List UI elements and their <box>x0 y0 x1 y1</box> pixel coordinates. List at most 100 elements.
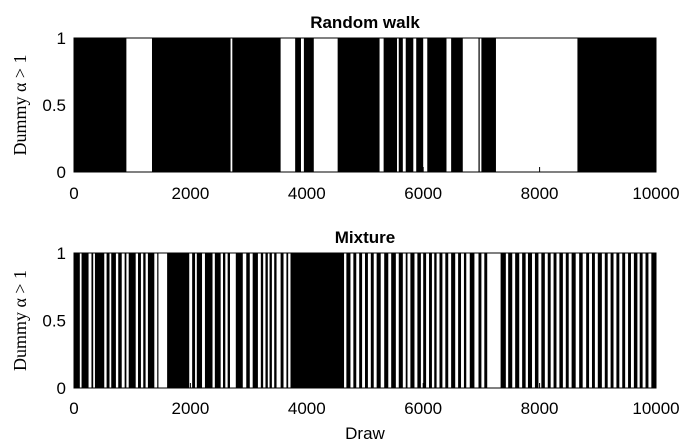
bar <box>222 253 226 388</box>
bar <box>124 253 127 388</box>
bar <box>508 253 513 388</box>
bar <box>439 253 443 388</box>
bar <box>260 253 264 388</box>
bar <box>196 253 203 388</box>
bar <box>376 253 381 388</box>
bar-series <box>74 253 656 388</box>
bar <box>265 253 268 388</box>
bar <box>481 38 496 172</box>
bar <box>269 253 272 388</box>
bar <box>235 253 243 388</box>
bar <box>151 38 231 172</box>
bar <box>337 38 380 172</box>
bar <box>500 253 506 388</box>
bar <box>227 253 230 388</box>
bar <box>286 253 289 388</box>
bar <box>463 253 467 388</box>
bar <box>147 253 155 388</box>
bar <box>622 253 626 388</box>
x-tick-label: 0 <box>69 184 78 203</box>
bar <box>579 253 583 388</box>
x-tick-label: 10000 <box>632 399 679 418</box>
y-tick-label: 0.5 <box>42 312 66 331</box>
bar <box>416 38 424 172</box>
bar <box>91 253 94 388</box>
bar <box>451 253 456 388</box>
x-tick-label: 2000 <box>171 399 209 418</box>
bar <box>214 253 221 388</box>
bar <box>118 253 122 388</box>
bar <box>410 253 415 388</box>
x-tick-label: 10000 <box>632 184 679 203</box>
y-tick-label: 0 <box>57 163 66 182</box>
bar <box>423 253 427 388</box>
bar <box>359 253 363 388</box>
bar <box>346 253 351 388</box>
bar <box>232 38 281 172</box>
bar <box>591 253 595 388</box>
bar <box>303 38 314 172</box>
y-tick-label: 0 <box>57 379 66 398</box>
bar <box>111 253 116 388</box>
bar <box>534 253 539 388</box>
bar <box>571 253 576 388</box>
bar <box>106 253 110 388</box>
bar <box>469 253 475 388</box>
bar <box>94 253 105 388</box>
bar <box>204 253 213 388</box>
x-tick-label: 4000 <box>288 184 326 203</box>
bar <box>398 253 403 388</box>
bar <box>628 253 631 388</box>
bar <box>246 253 250 388</box>
y-axis-label: Dummy α > 1 <box>10 270 30 371</box>
x-axis-label: Draw <box>345 424 385 442</box>
bar <box>138 253 141 388</box>
x-tick-label: 6000 <box>404 399 442 418</box>
x-tick-label: 8000 <box>521 399 559 418</box>
bar <box>405 253 408 388</box>
bar <box>451 38 463 172</box>
bar <box>541 253 545 388</box>
chart-title: Mixture <box>335 228 395 247</box>
x-tick-label: 0 <box>69 399 78 418</box>
bar <box>610 253 614 388</box>
bar <box>167 253 190 388</box>
bar <box>586 253 590 388</box>
bar <box>157 253 159 388</box>
y-tick-label: 0.5 <box>42 96 66 115</box>
bar <box>353 253 357 388</box>
bar <box>391 253 396 388</box>
bar <box>478 253 482 388</box>
bar <box>633 253 638 388</box>
bar <box>405 38 414 172</box>
bar <box>639 253 643 388</box>
bar <box>597 253 602 388</box>
bar <box>547 253 551 388</box>
bar <box>429 253 432 388</box>
bar <box>128 253 136 388</box>
bar <box>434 253 437 388</box>
x-tick-label: 6000 <box>404 184 442 203</box>
bar <box>74 38 127 172</box>
bar <box>427 38 447 172</box>
bar <box>383 38 398 172</box>
x-tick-label: 4000 <box>288 399 326 418</box>
bar <box>527 253 533 388</box>
bar <box>577 38 656 172</box>
bar <box>365 253 368 388</box>
bar <box>252 253 258 388</box>
x-tick-label: 8000 <box>521 184 559 203</box>
bar <box>559 253 563 388</box>
bar <box>553 253 557 388</box>
y-tick-label: 1 <box>57 244 66 263</box>
bar <box>143 253 146 388</box>
bar <box>417 253 421 388</box>
bar <box>280 253 284 388</box>
bar <box>384 253 389 388</box>
chart-title: Random walk <box>310 13 420 32</box>
bar <box>478 38 480 172</box>
bar-series <box>74 38 656 172</box>
bar <box>604 253 608 388</box>
bar <box>445 253 449 388</box>
